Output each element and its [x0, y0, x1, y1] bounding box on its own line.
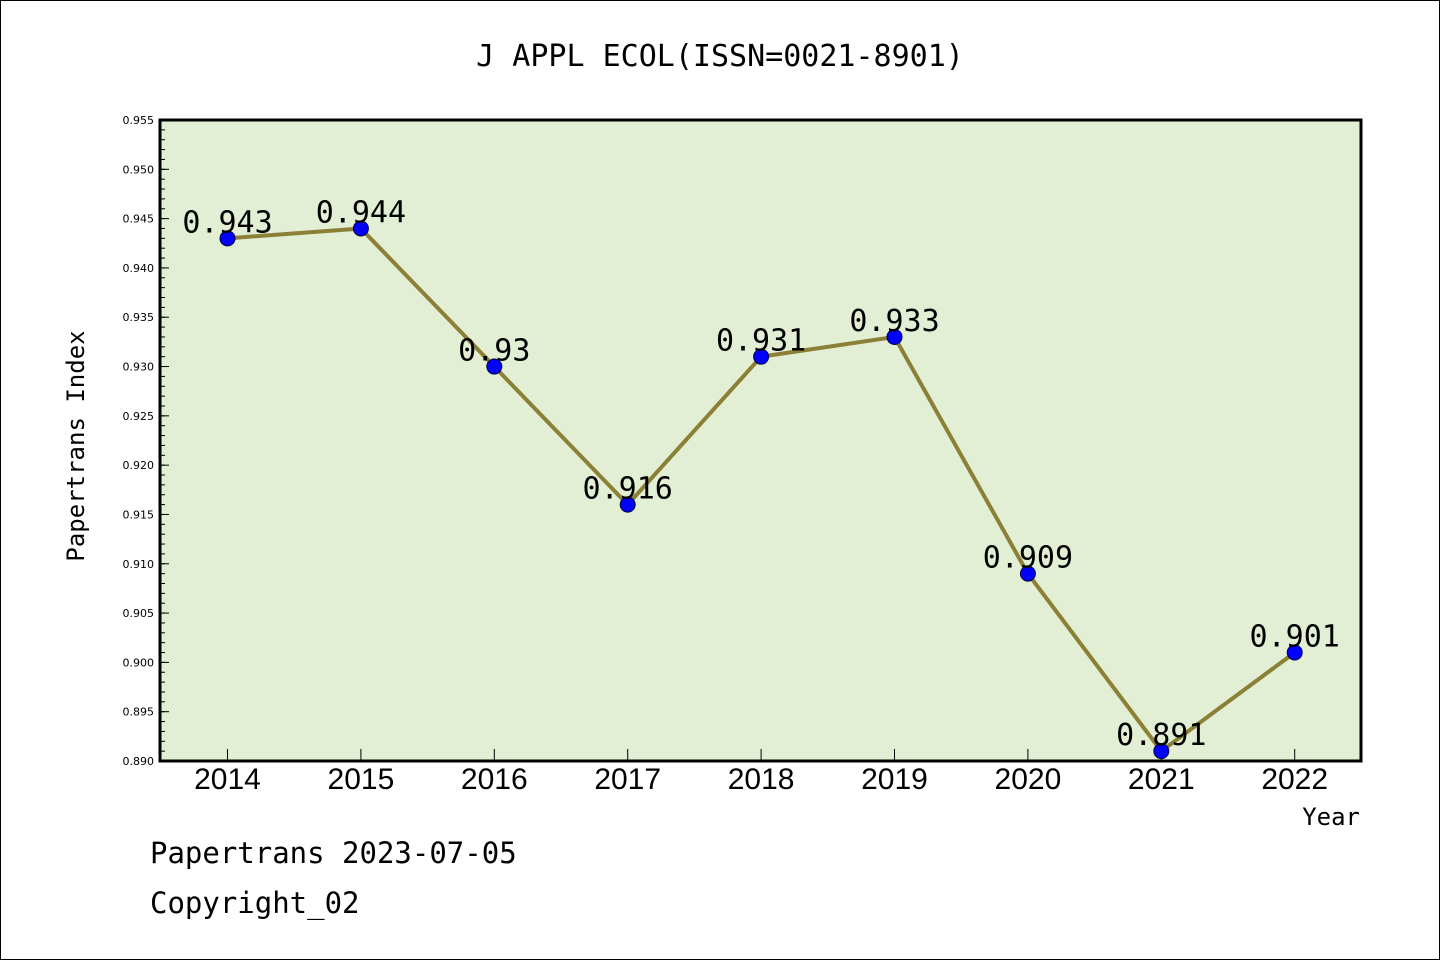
x-tick-label: 2015: [328, 763, 395, 796]
y-axis-label: Papertrans Index: [62, 330, 90, 561]
x-tick-label: 2019: [861, 763, 928, 796]
x-tick-label: 2018: [728, 763, 795, 796]
x-axis: 2014 2015 2016 2017 2018 2019 2020 2021 2022: [194, 749, 1328, 796]
y-tick-label: 0.945: [123, 213, 155, 226]
data-label: 0.931: [716, 324, 806, 359]
data-label: 0.93: [458, 334, 530, 369]
data-point: [619, 496, 636, 513]
y-tick-label: 0.920: [123, 459, 155, 472]
y-tick-label: 0.940: [123, 262, 155, 275]
data-point: [1286, 644, 1303, 661]
x-tick-label: 2014: [194, 763, 261, 796]
y-tick-label: 0.895: [123, 706, 155, 719]
data-markers: [219, 220, 1303, 760]
x-tick-label: 2020: [995, 763, 1062, 796]
data-point: [753, 348, 770, 365]
y-tick-label: 0.900: [123, 656, 155, 669]
data-label: 0.916: [583, 472, 673, 507]
x-tick-label: 2022: [1261, 763, 1328, 796]
y-tick-label: 0.950: [123, 163, 155, 176]
data-point: [1153, 743, 1170, 760]
y-tick-label: 0.935: [123, 311, 155, 324]
data-labels: 0.943 0.944 0.93 0.916 0.931 0.933 0.909 0.891 0…: [182, 195, 1340, 753]
data-label: 0.933: [849, 304, 939, 339]
y-tick-label: 0.915: [123, 508, 155, 521]
x-tick-label: 2021: [1128, 763, 1195, 796]
x-axis-label: Year: [1302, 803, 1360, 831]
data-label: 0.909: [983, 541, 1073, 576]
x-tick-label: 2016: [461, 763, 528, 796]
y-tick-label: 0.930: [123, 361, 155, 374]
footer-date: Papertrans 2023-07-05: [150, 836, 517, 870]
y-tick-label: 0.955: [123, 114, 155, 127]
chart-title: J APPL ECOL(ISSN=0021-8901): [476, 39, 964, 74]
y-tick-label: 0.910: [123, 558, 155, 571]
data-label: 0.944: [316, 195, 406, 230]
y-tick-label: 0.905: [123, 607, 155, 620]
x-tick-label: 2017: [594, 763, 661, 796]
data-point: [1019, 565, 1036, 582]
y-tick-label: 0.925: [123, 410, 155, 423]
data-point: [886, 328, 903, 345]
data-label: 0.901: [1250, 620, 1340, 655]
data-point: [486, 358, 503, 375]
data-point: [352, 220, 369, 237]
data-point: [219, 230, 236, 247]
footer-copyright: Copyright_02: [150, 886, 360, 920]
data-label: 0.891: [1116, 718, 1206, 753]
y-tick-label: 0.890: [123, 755, 155, 768]
y-axis: 0.890 0.895 0.900 0.905 0.910 0.915 0.920 0.925…: [123, 114, 169, 768]
data-label: 0.943: [182, 205, 272, 240]
